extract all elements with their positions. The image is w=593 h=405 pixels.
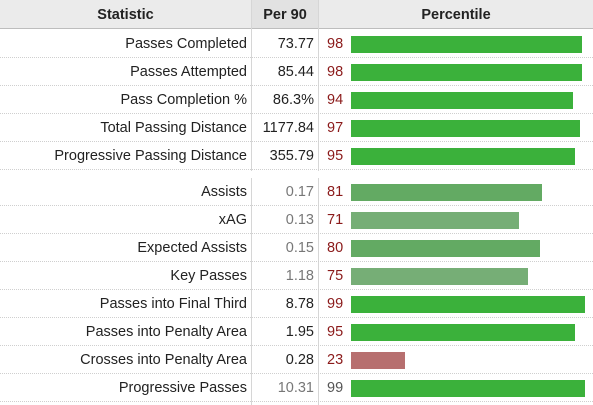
table-row: Passes into Penalty Area 1.95 95 [0,318,593,346]
stat-label: Progressive Passing Distance [54,148,247,164]
stat-label: Passes into Penalty Area [85,324,247,340]
table-row: Assists 0.17 81 [0,178,593,206]
per90-value: 85.44 [277,64,314,80]
stat-label: xAG [218,212,247,228]
percentile-bar [351,92,573,109]
stat-label: Key Passes [170,268,247,284]
per90-value: 1.18 [285,268,314,284]
table-row: Progressive Passes 10.31 99 [0,374,593,402]
stat-label: Assists [201,184,247,200]
per90-value: 0.13 [285,212,314,228]
percentile-value: 95 [327,324,344,340]
per90-value: 73.77 [277,36,314,52]
table-row: Progressive Passing Distance 355.79 95 [0,142,593,170]
per90-value: 0.28 [285,352,314,368]
column-header-per90[interactable]: Per 90 [252,0,318,29]
percentile-value: 98 [327,36,344,52]
section-spacer [0,171,593,178]
per90-value: 0.15 [285,240,314,256]
table-row: Passes into Final Third 8.78 99 [0,290,593,318]
percentile-bar [351,296,585,313]
percentile-bar [351,240,540,257]
percentile-value: 95 [327,148,344,164]
percentile-bar [351,64,582,81]
percentile-bar [351,148,575,165]
stat-label: Passes Attempted [130,64,247,80]
per90-value: 10.31 [277,380,314,396]
table-row: Total Passing Distance 1177.84 97 [0,114,593,142]
table-row: Passes Attempted 85.44 98 [0,58,593,86]
stat-label: Expected Assists [137,240,247,256]
stat-label: Crosses into Penalty Area [80,352,247,368]
column-divider [318,0,319,405]
per90-value: 1.95 [285,324,314,340]
stat-label: Progressive Passes [118,380,247,396]
percentile-bar [351,120,580,137]
table-row: Passes Completed 73.77 98 [0,30,593,58]
percentile-bar [351,268,528,285]
per90-value: 355.79 [269,148,314,164]
table-row: Expected Assists 0.15 80 [0,234,593,262]
stat-label: Passes into Final Third [99,296,247,312]
per90-value: 86.3% [272,92,314,108]
percentile-value: 97 [327,120,344,136]
column-divider [251,0,252,405]
per90-value: 8.78 [285,296,314,312]
per90-value: 0.17 [285,184,314,200]
stat-label: Passes Completed [125,36,247,52]
percentile-value: 81 [327,184,344,200]
table-row: xAG 0.13 71 [0,206,593,234]
percentile-value: 75 [327,268,344,284]
percentile-bar [351,184,542,201]
percentile-value: 99 [327,296,344,312]
table-row: Key Passes 1.18 75 [0,262,593,290]
percentile-value: 94 [327,92,344,108]
percentile-value: 98 [327,64,344,80]
stat-label: Pass Completion % [120,92,247,108]
percentile-bar [351,352,405,369]
per90-value: 1177.84 [262,120,314,136]
percentile-bar [351,380,585,397]
percentile-bar [351,324,575,341]
table-row: Crosses into Penalty Area 0.28 23 [0,346,593,374]
percentile-bar [351,36,582,53]
percentile-value: 80 [327,240,344,256]
column-header-percentile[interactable]: Percentile [319,0,593,29]
percentile-value: 99 [327,380,344,396]
percentile-bar [351,212,519,229]
table-row: Pass Completion % 86.3% 94 [0,86,593,114]
percentile-value: 71 [327,212,344,228]
percentile-value: 23 [327,352,344,368]
stat-label: Total Passing Distance [100,120,247,136]
column-header-statistic[interactable]: Statistic [0,0,251,29]
